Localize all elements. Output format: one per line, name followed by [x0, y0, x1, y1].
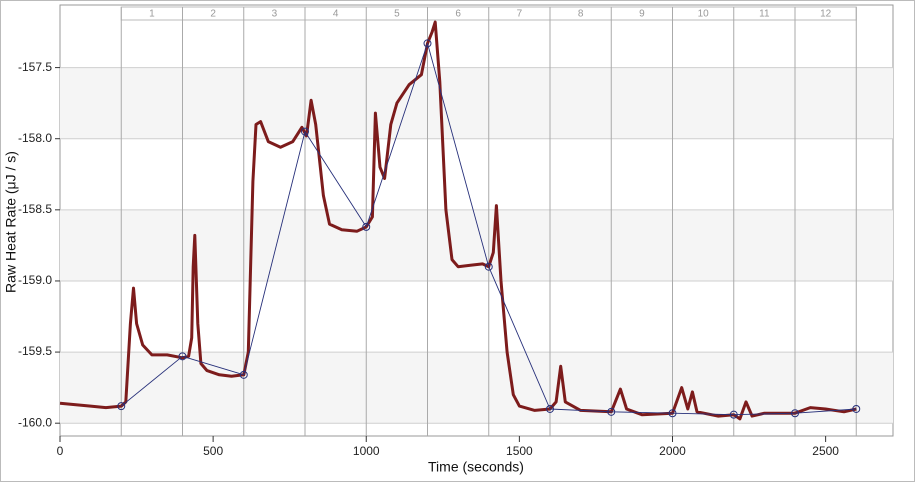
baseline-point	[178, 352, 187, 361]
baseline-point	[668, 409, 677, 418]
x-tick-label: 0	[57, 444, 64, 458]
y-tick-label: -159.5	[18, 344, 52, 358]
x-tick-label: 1000	[353, 444, 380, 458]
baseline-point	[852, 404, 861, 413]
injection-label: 11	[759, 9, 770, 20]
baseline-point	[239, 370, 248, 379]
y-tick-label: -158.0	[18, 131, 52, 145]
baseline-line	[121, 42, 857, 416]
y-axis-title: Raw Heat Rate (μJ / s)	[3, 151, 19, 293]
baseline-point	[301, 127, 309, 136]
y-tick-label: -160.0	[18, 415, 52, 429]
x-tick-label: 2000	[659, 444, 686, 458]
baseline-point	[546, 404, 554, 413]
x-axis-title: Time (seconds)	[428, 459, 524, 475]
injection-label: 4	[333, 9, 339, 20]
baseline-point	[484, 262, 493, 271]
y-tick-label: -159.0	[18, 273, 52, 287]
injection-label: 7	[517, 9, 523, 20]
baseline-point	[729, 410, 738, 419]
injection-label: 1	[149, 9, 155, 20]
baseline-point	[607, 407, 616, 416]
injection-label: 5	[394, 9, 400, 20]
y-tick-label: -158.5	[18, 202, 52, 216]
injection-label: 12	[820, 9, 832, 20]
injection-label: 9	[639, 9, 645, 20]
grid-band	[60, 67, 893, 139]
baseline-point	[117, 402, 126, 411]
injection-label: 6	[455, 9, 461, 20]
heat-rate-line	[59, 20, 857, 421]
injection-label: 3	[272, 9, 278, 20]
x-tick-label: 2500	[812, 444, 839, 458]
baseline-point	[423, 39, 432, 48]
y-tick-label: -157.5	[18, 60, 52, 74]
injection-label: 8	[578, 9, 584, 20]
baseline-point	[791, 409, 799, 418]
injection-label: 10	[698, 9, 710, 20]
injection-label: 2	[210, 9, 216, 20]
baseline-point	[362, 222, 371, 231]
grid-band	[60, 352, 893, 424]
x-tick-label: 500	[203, 444, 223, 458]
x-tick-label: 1500	[506, 444, 533, 458]
